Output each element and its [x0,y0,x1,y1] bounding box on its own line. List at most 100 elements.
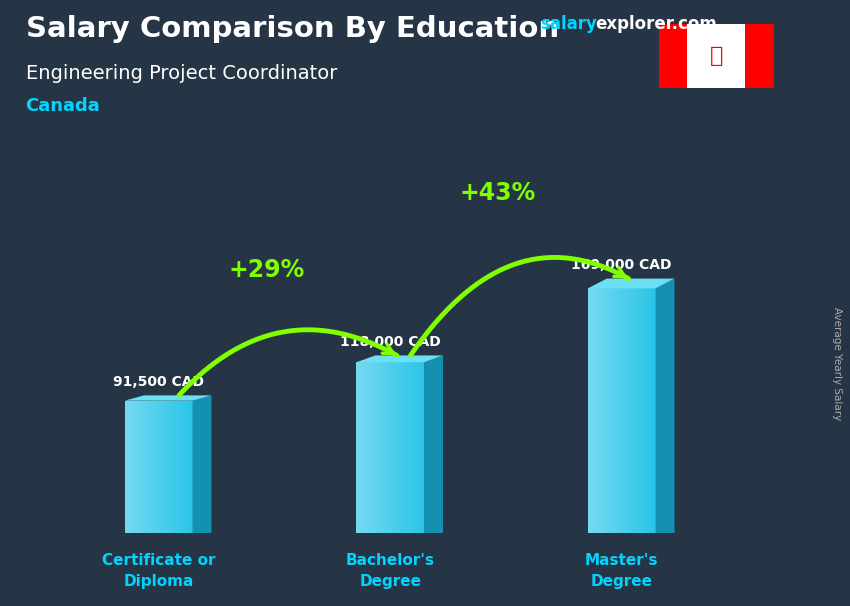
Polygon shape [135,401,137,533]
Polygon shape [156,401,157,533]
Polygon shape [133,401,135,533]
Polygon shape [150,401,152,533]
Polygon shape [595,288,597,533]
Text: explorer.com: explorer.com [595,15,717,33]
Polygon shape [616,288,618,533]
Polygon shape [595,288,597,533]
Polygon shape [383,362,385,533]
Polygon shape [147,401,149,533]
Polygon shape [407,362,409,533]
Polygon shape [373,362,375,533]
Polygon shape [178,401,179,533]
Polygon shape [149,401,150,533]
Text: 118,000 CAD: 118,000 CAD [340,335,440,349]
Polygon shape [642,288,643,533]
Polygon shape [621,288,623,533]
Polygon shape [147,401,149,533]
Polygon shape [371,362,373,533]
Polygon shape [643,288,645,533]
Polygon shape [400,362,402,533]
Polygon shape [365,362,366,533]
Polygon shape [645,288,647,533]
Polygon shape [409,362,411,533]
Polygon shape [412,362,414,533]
Polygon shape [645,288,647,533]
Polygon shape [366,362,368,533]
Polygon shape [387,362,388,533]
Polygon shape [392,362,394,533]
Polygon shape [156,401,157,533]
Polygon shape [144,401,145,533]
Polygon shape [605,288,607,533]
Polygon shape [632,288,633,533]
Text: Canada: Canada [26,97,100,115]
Polygon shape [604,288,605,533]
Text: 91,500 CAD: 91,500 CAD [113,375,204,388]
Polygon shape [399,362,400,533]
Polygon shape [628,288,630,533]
Polygon shape [166,401,167,533]
Polygon shape [392,362,394,533]
Polygon shape [620,288,621,533]
Polygon shape [130,401,132,533]
Polygon shape [609,288,611,533]
Polygon shape [635,288,637,533]
Text: +43%: +43% [460,181,536,205]
Polygon shape [640,288,642,533]
Polygon shape [137,401,139,533]
Polygon shape [411,362,412,533]
Polygon shape [356,362,358,533]
Polygon shape [139,401,140,533]
Polygon shape [642,288,643,533]
Polygon shape [142,401,144,533]
Polygon shape [633,288,635,533]
Polygon shape [395,362,397,533]
Polygon shape [161,401,162,533]
Polygon shape [149,401,150,533]
Polygon shape [402,362,404,533]
Polygon shape [169,401,171,533]
Polygon shape [166,401,167,533]
Polygon shape [366,362,368,533]
Polygon shape [356,362,358,533]
Polygon shape [613,288,615,533]
Polygon shape [173,401,174,533]
Text: Certificate or
Diploma: Certificate or Diploma [102,553,215,589]
Polygon shape [640,288,642,533]
Text: salary: salary [540,15,597,33]
Polygon shape [370,362,371,533]
Polygon shape [132,401,133,533]
Polygon shape [611,288,613,533]
Polygon shape [388,362,390,533]
Polygon shape [655,279,675,533]
Polygon shape [159,401,161,533]
Text: Salary Comparison By Education: Salary Comparison By Education [26,15,558,43]
Polygon shape [380,362,382,533]
Polygon shape [390,362,392,533]
Polygon shape [637,288,638,533]
Polygon shape [145,401,147,533]
Text: 169,000 CAD: 169,000 CAD [571,258,672,272]
Polygon shape [192,395,212,533]
Polygon shape [144,401,145,533]
Polygon shape [397,362,399,533]
Polygon shape [649,288,650,533]
Polygon shape [162,401,164,533]
Polygon shape [638,288,640,533]
Polygon shape [597,288,598,533]
Polygon shape [647,288,649,533]
Polygon shape [130,401,132,533]
Polygon shape [394,362,395,533]
FancyBboxPatch shape [745,24,774,88]
Polygon shape [400,362,402,533]
Polygon shape [186,401,188,533]
Polygon shape [142,401,144,533]
Polygon shape [404,362,405,533]
Polygon shape [382,362,383,533]
Polygon shape [183,401,184,533]
Polygon shape [132,401,133,533]
Polygon shape [405,362,407,533]
Polygon shape [397,362,399,533]
Polygon shape [383,362,385,533]
Polygon shape [161,401,162,533]
